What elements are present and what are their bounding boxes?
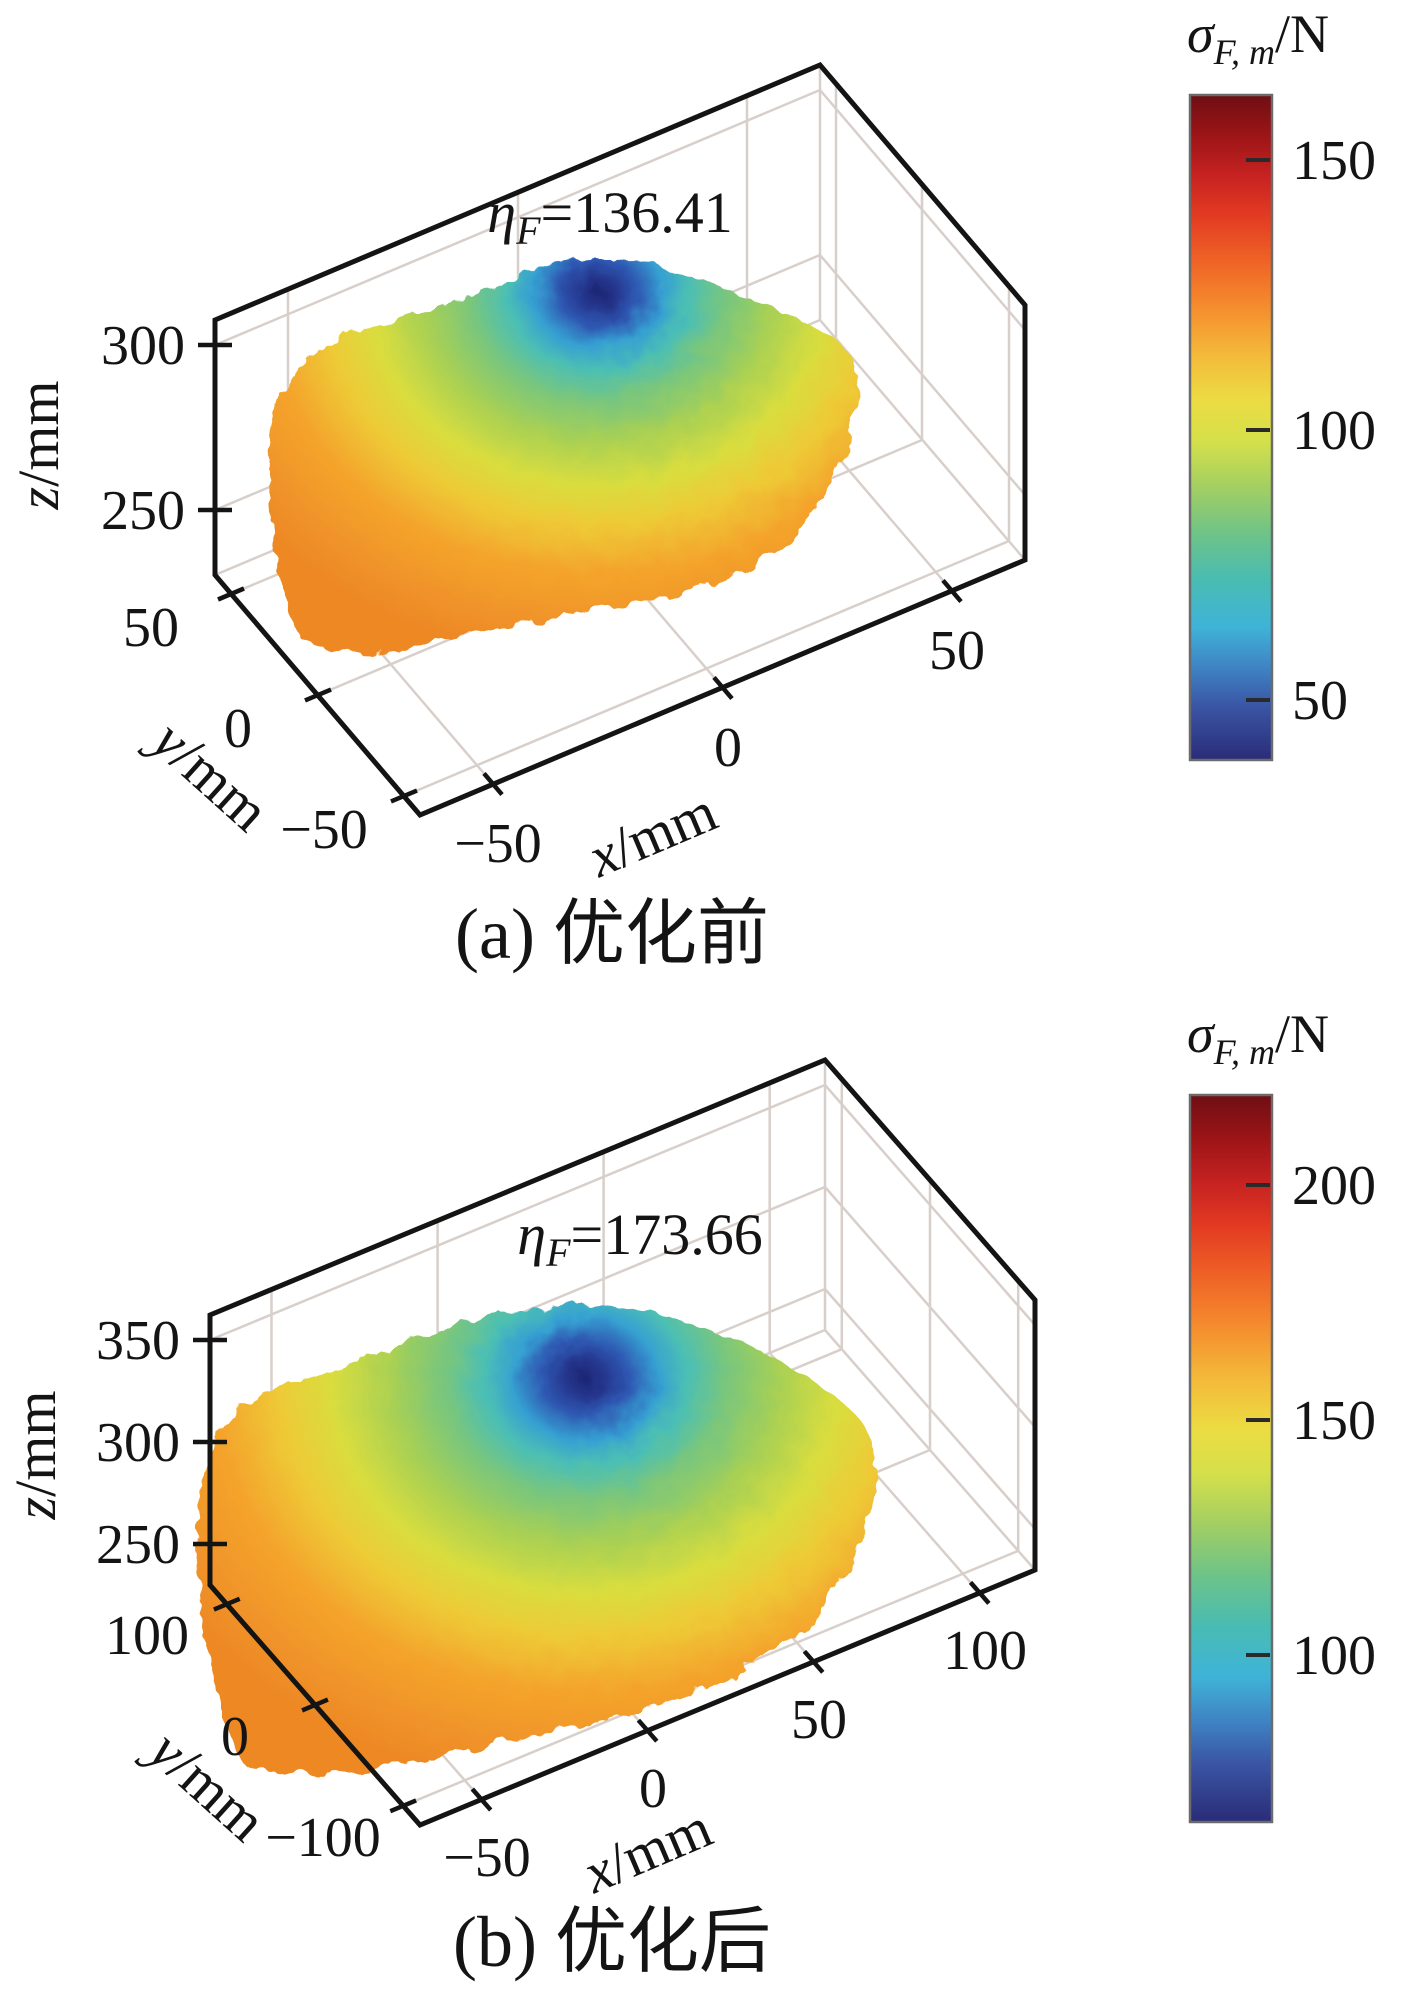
colorbar-gradient-b bbox=[1188, 1093, 1274, 1824]
axes-box-b bbox=[193, 1057, 1038, 1828]
z-tick-label: 300 bbox=[96, 1412, 180, 1474]
colorbar-gradient-a bbox=[1188, 93, 1274, 762]
z-axis-title: z/mm bbox=[3, 1391, 68, 1521]
colorbar-tick-label: 50 bbox=[1292, 670, 1348, 732]
x-tick-label: 50 bbox=[929, 620, 985, 682]
eta-annotation-a: ηF=136.41 bbox=[487, 180, 732, 253]
x-tick-label: 100 bbox=[943, 1620, 1027, 1682]
z-axis-title: z/mm bbox=[6, 381, 71, 511]
x-tick-label: 0 bbox=[714, 717, 742, 779]
y-axis-title: y/mm bbox=[137, 704, 282, 844]
x-tick-label: 0 bbox=[639, 1758, 667, 1820]
x-axis-title: x/mm bbox=[578, 778, 726, 890]
eta-annotation-b: ηF=173.66 bbox=[517, 1202, 762, 1275]
colorbar-tick-label: 200 bbox=[1292, 1155, 1376, 1217]
axes-box-a bbox=[198, 61, 1028, 819]
x-tick-label: −50 bbox=[443, 1827, 531, 1889]
panel-a: 300 250 z/mm 50 0 −50 y/mm −50 0 50 x/mm… bbox=[6, 4, 1376, 974]
y-tick-label: 0 bbox=[224, 698, 252, 760]
colorbar-a: σF, m/N 150 100 50 bbox=[1187, 4, 1376, 762]
point-cloud-surface-b bbox=[197, 1305, 878, 1774]
z-tick-label: 300 bbox=[101, 315, 185, 377]
surface-blob-a bbox=[268, 257, 857, 654]
colorbar-title-a: σF, m/N bbox=[1187, 4, 1329, 72]
panel-b: 350 300 250 z/mm 100 0 −100 y/mm −50 0 5… bbox=[3, 1004, 1376, 1982]
y-tick-label: 0 bbox=[221, 1706, 249, 1768]
colorbar-b: σF, m/N 200 150 100 bbox=[1187, 1004, 1376, 1824]
y-tick-label: −100 bbox=[265, 1807, 381, 1869]
point-cloud-surface-a bbox=[268, 257, 857, 654]
colorbar-tick-label: 100 bbox=[1292, 1625, 1376, 1687]
x-tick-label: −50 bbox=[454, 813, 542, 875]
caption-b: (b) 优化后 bbox=[453, 1902, 771, 1982]
y-tick-label: 100 bbox=[105, 1605, 189, 1667]
colorbar-tick-label: 150 bbox=[1292, 130, 1376, 192]
x-tick-label: 50 bbox=[791, 1689, 847, 1751]
colorbar-tick-label: 150 bbox=[1292, 1390, 1376, 1452]
z-tick-label: 250 bbox=[96, 1514, 180, 1576]
surface-blob-b bbox=[197, 1305, 878, 1774]
z-tick-label: 250 bbox=[101, 480, 185, 542]
colorbar-tick-label: 100 bbox=[1292, 400, 1376, 462]
z-tick-label: 350 bbox=[96, 1310, 180, 1372]
y-tick-label: 50 bbox=[123, 597, 179, 659]
y-tick-label: −50 bbox=[280, 799, 368, 861]
caption-a: (a) 优化前 bbox=[455, 894, 769, 974]
colorbar-title-b: σF, m/N bbox=[1187, 1004, 1329, 1072]
